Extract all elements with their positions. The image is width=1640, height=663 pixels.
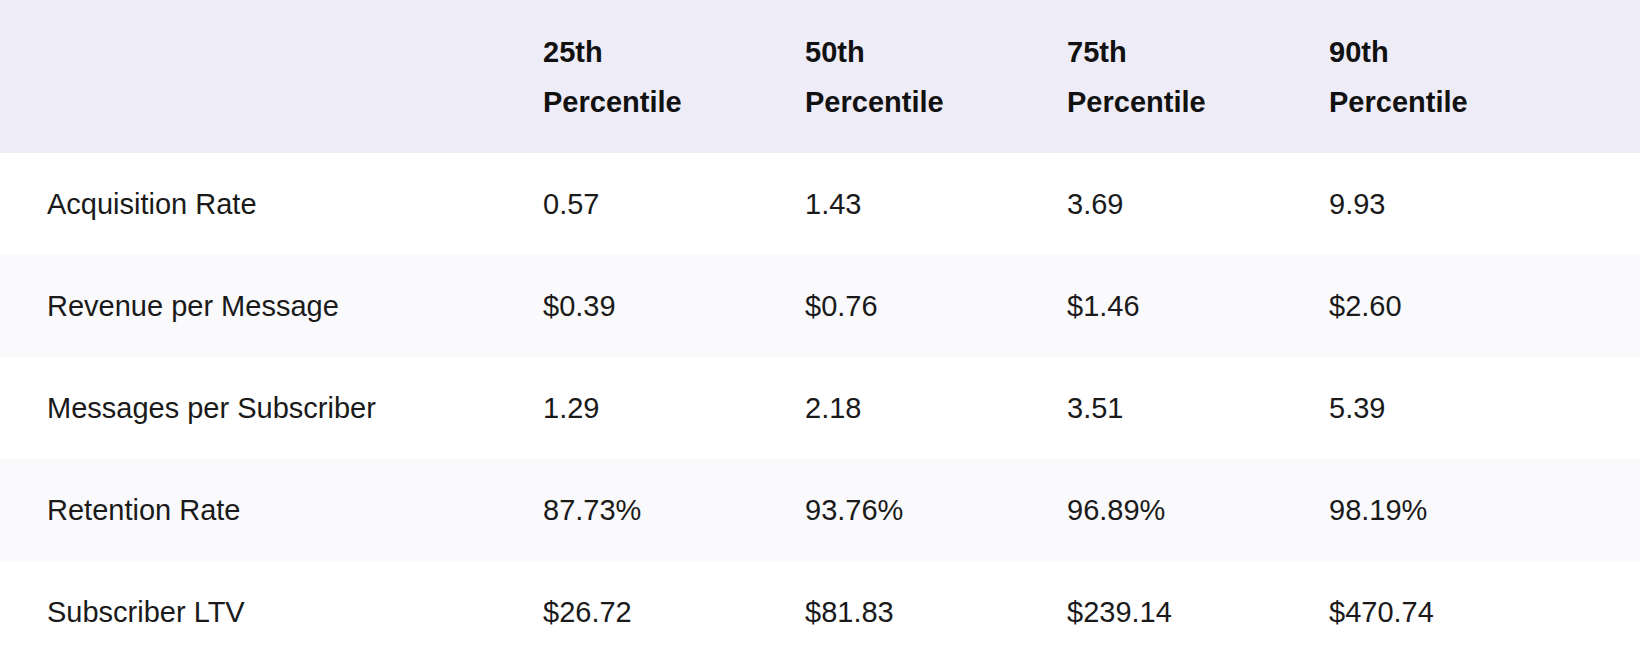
metric-value: $0.39 xyxy=(496,255,758,357)
metric-value: 93.76% xyxy=(758,459,1020,561)
metric-value: 0.57 xyxy=(496,153,758,255)
table-row: Retention Rate87.73%93.76%96.89%98.19% xyxy=(0,459,1640,561)
column-header-label: 50th Percentile xyxy=(805,27,965,127)
metric-value: $26.72 xyxy=(496,561,758,663)
metric-label: Messages per Subscriber xyxy=(0,357,496,459)
column-header-75th-percentile: 75th Percentile xyxy=(1020,0,1282,153)
metric-value: $81.83 xyxy=(758,561,1020,663)
metric-value: $2.60 xyxy=(1282,255,1640,357)
table-row: Acquisition Rate0.571.433.699.93 xyxy=(0,153,1640,255)
table-row: Messages per Subscriber1.292.183.515.39 xyxy=(0,357,1640,459)
metric-value: 96.89% xyxy=(1020,459,1282,561)
metric-value: 3.69 xyxy=(1020,153,1282,255)
table-row: Revenue per Message$0.39$0.76$1.46$2.60 xyxy=(0,255,1640,357)
metric-value: $0.76 xyxy=(758,255,1020,357)
metric-value: $1.46 xyxy=(1020,255,1282,357)
metric-label: Revenue per Message xyxy=(0,255,496,357)
table-body: Acquisition Rate0.571.433.699.93Revenue … xyxy=(0,153,1640,663)
metric-label: Acquisition Rate xyxy=(0,153,496,255)
column-header-50th-percentile: 50th Percentile xyxy=(758,0,1020,153)
metric-value: 3.51 xyxy=(1020,357,1282,459)
table-row: Subscriber LTV$26.72$81.83$239.14$470.74 xyxy=(0,561,1640,663)
metric-value: 5.39 xyxy=(1282,357,1640,459)
metric-value: 87.73% xyxy=(496,459,758,561)
column-header-label: 90th Percentile xyxy=(1329,27,1489,127)
metric-label: Subscriber LTV xyxy=(0,561,496,663)
metric-value: 9.93 xyxy=(1282,153,1640,255)
metric-value: $239.14 xyxy=(1020,561,1282,663)
header-row: 25th Percentile 50th Percentile 75th Per… xyxy=(0,0,1640,153)
metric-value: $470.74 xyxy=(1282,561,1640,663)
metric-value: 98.19% xyxy=(1282,459,1640,561)
metric-value: 2.18 xyxy=(758,357,1020,459)
table-header: 25th Percentile 50th Percentile 75th Per… xyxy=(0,0,1640,153)
column-header-label: 25th Percentile xyxy=(543,27,703,127)
column-header-90th-percentile: 90th Percentile xyxy=(1282,0,1640,153)
percentile-table: 25th Percentile 50th Percentile 75th Per… xyxy=(0,0,1640,663)
column-header-25th-percentile: 25th Percentile xyxy=(496,0,758,153)
column-header-label: 75th Percentile xyxy=(1067,27,1227,127)
metric-value: 1.29 xyxy=(496,357,758,459)
metric-value: 1.43 xyxy=(758,153,1020,255)
column-header-metric xyxy=(0,0,496,153)
metric-label: Retention Rate xyxy=(0,459,496,561)
